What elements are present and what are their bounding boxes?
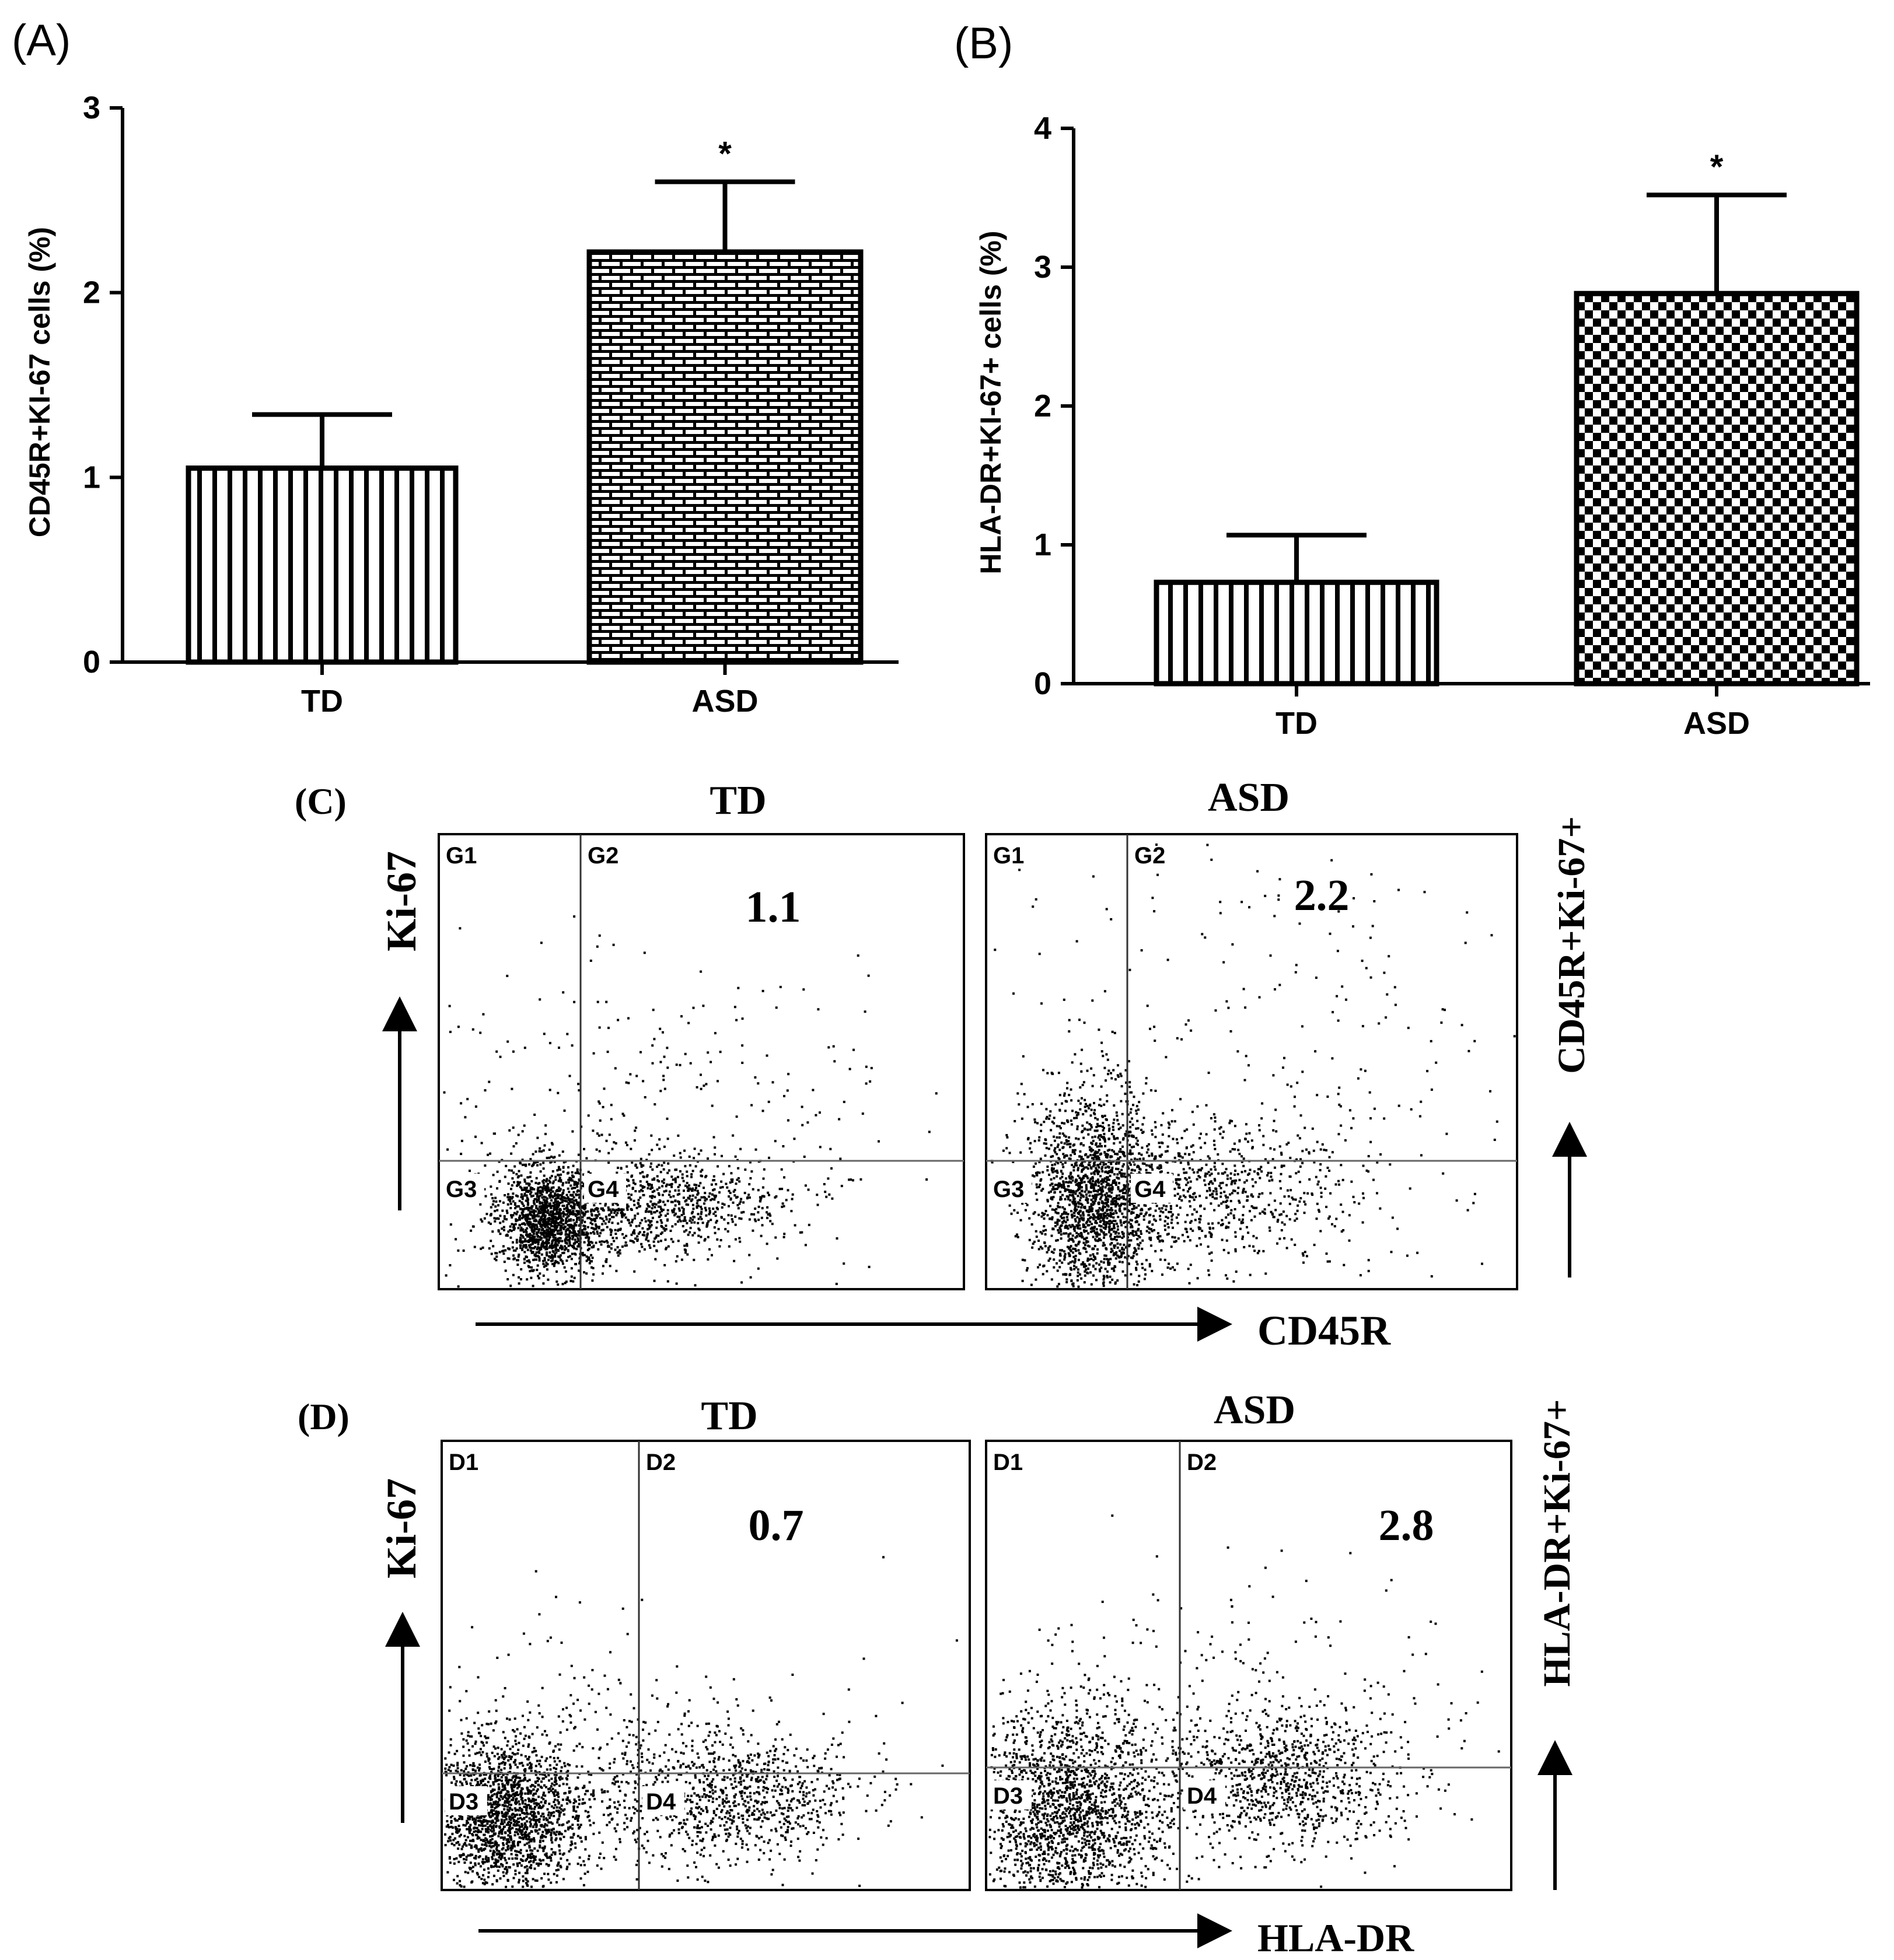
x-tick-label-asd: ASD	[691, 684, 758, 719]
panel-c-title-td: TD	[710, 778, 766, 823]
gate-label-d4: D4	[646, 1789, 676, 1815]
panel-a-ylabel: CD45R+KI-67 cells (%)	[23, 227, 56, 537]
scatter-dots	[444, 1556, 958, 1888]
plot-frame	[985, 1440, 1512, 1891]
scatter-dots	[988, 1514, 1500, 1889]
y-tick-label: 0	[1034, 666, 1051, 701]
significance-star: *	[1710, 148, 1724, 186]
gate-label-d2: D2	[1187, 1450, 1217, 1475]
gate-label-bg	[642, 1786, 684, 1815]
panel-d-xaxis-label: HLA-DR	[1257, 1916, 1414, 1960]
gate-label-g4: G4	[588, 1177, 619, 1202]
panel-b-ylabel: HLA-DR+KI-67+ cells (%)	[974, 230, 1007, 574]
x-tick-label-td: TD	[301, 684, 343, 719]
scatter-dots	[990, 844, 1516, 1288]
gate-label-d3: D3	[449, 1789, 478, 1815]
gate-label-g3: G3	[446, 1177, 477, 1202]
quadrant-value: 2.8	[1379, 1501, 1434, 1550]
panel-c-label: (C)	[295, 780, 347, 822]
y-tick-label: 3	[83, 90, 100, 125]
gate-label-d3: D3	[993, 1783, 1023, 1809]
panel-d-title-asd: ASD	[1214, 1388, 1295, 1433]
gate-label-bg	[1131, 1174, 1173, 1203]
quadrant-value: 0.7	[749, 1501, 804, 1550]
panel-d-yaxis-label: Ki-67	[378, 1478, 425, 1578]
y-tick-label: 1	[1034, 527, 1051, 562]
gate-label-g2: G2	[588, 843, 618, 869]
panel-b-label: (B)	[954, 19, 1013, 68]
gate-label-d1: D1	[993, 1450, 1023, 1475]
gate-label-g1: G1	[446, 843, 477, 869]
gate-label-g3: G3	[993, 1177, 1024, 1202]
bar-asd	[586, 249, 864, 665]
gate-label-bg	[990, 1174, 1032, 1203]
plot-frame	[441, 1440, 971, 1891]
quadrant-value: 2.2	[1294, 871, 1350, 920]
flow-plot-c-asd: G1 G2 G3 G4 2.2	[985, 833, 1518, 1290]
panel-d: (D) TD ASD Ki-67 HLA-DR HLA-DR+Ki-67+ D1…	[298, 1388, 1578, 1960]
quadrant-value: 1.1	[746, 883, 801, 932]
y-tick-label: 2	[83, 275, 100, 310]
gate-label-bg	[445, 1786, 487, 1815]
panel-c: (C) TD ASD Ki-67 CD45R CD45R+Ki-67+ G1 G2…	[295, 775, 1593, 1354]
panel-d-title-td: TD	[701, 1394, 757, 1438]
panel-b: (B) HLA-DR+KI-67+ cells (%) 0 1 2 3 4 TD ASD *	[954, 19, 1870, 741]
plot-frame	[985, 833, 1518, 1290]
gate-label-d4: D4	[1187, 1783, 1217, 1809]
bar-td	[186, 466, 459, 665]
gate-label-g2: G2	[1134, 843, 1165, 869]
gate-label-bg	[584, 1174, 626, 1203]
flow-plot-d-td: D1 D2 D3 D4 0.7	[441, 1440, 971, 1891]
plot-frame	[438, 833, 965, 1290]
panel-c-side-label: CD45R+Ki-67+	[1550, 816, 1593, 1074]
panel-a-label: (A)	[12, 16, 71, 65]
gate-label-d1: D1	[449, 1450, 478, 1475]
x-tick-label-asd: ASD	[1683, 706, 1750, 741]
x-tick-label-td: TD	[1276, 706, 1318, 741]
bar-asd	[1574, 290, 1860, 687]
bar-td	[1154, 579, 1439, 687]
gate-label-g4: G4	[1134, 1177, 1166, 1202]
y-tick-label: 2	[1034, 388, 1051, 424]
scatter-dots	[443, 915, 938, 1288]
panel-a: (A) CD45R+KI-67 cells (%) 0 1 2 3 TD ASD *	[12, 16, 899, 719]
gate-label-bg	[990, 1780, 1032, 1810]
flow-plot-c-td: G1 G2 G3 G4 1.1	[438, 833, 965, 1290]
y-tick-label: 4	[1034, 111, 1051, 146]
gate-label-d2: D2	[646, 1450, 676, 1475]
panel-a-bars: *	[186, 135, 864, 665]
panel-c-title-asd: ASD	[1208, 775, 1290, 820]
y-tick-label: 1	[83, 460, 100, 495]
y-tick-label: 0	[83, 645, 100, 680]
panel-d-side-label: HLA-DR+Ki-67+	[1536, 1399, 1578, 1686]
panel-c-yaxis-label: Ki-67	[378, 851, 425, 951]
gate-label-bg	[442, 1174, 484, 1203]
significance-star: *	[718, 135, 732, 173]
panel-c-xaxis-label: CD45R	[1257, 1307, 1391, 1354]
panel-b-bars: *	[1154, 148, 1860, 687]
gate-label-g1: G1	[993, 843, 1024, 869]
panel-d-label: (D)	[298, 1396, 350, 1437]
y-tick-label: 3	[1034, 250, 1051, 285]
flow-plot-d-asd: D1 D2 D3 D4 2.8	[985, 1440, 1512, 1891]
gate-label-bg	[1183, 1780, 1225, 1810]
